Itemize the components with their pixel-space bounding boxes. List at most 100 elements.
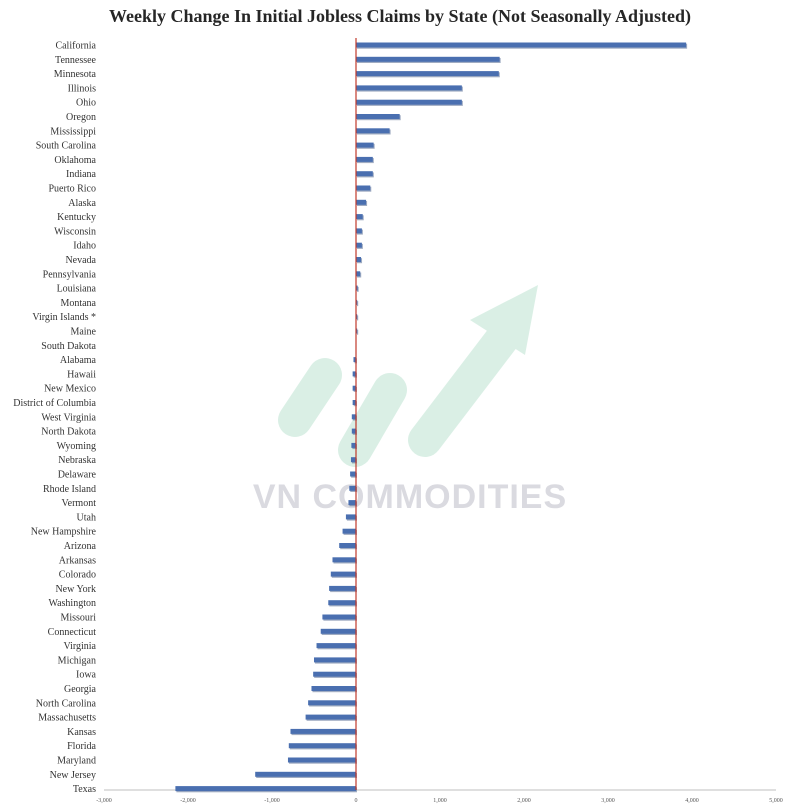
category-label: Vermont <box>62 498 97 509</box>
bar <box>255 771 356 777</box>
bar <box>313 671 356 677</box>
bar <box>290 728 356 734</box>
bar <box>339 543 356 548</box>
bar <box>356 128 390 134</box>
bar <box>322 614 356 620</box>
category-label: Florida <box>67 741 96 752</box>
bar <box>356 199 367 205</box>
category-label: Connecticut <box>48 627 97 638</box>
category-label: South Carolina <box>36 141 97 152</box>
bar <box>356 228 362 234</box>
x-tick-label: 0 <box>355 798 358 804</box>
bar <box>320 628 356 634</box>
bar <box>352 385 356 391</box>
bar <box>356 185 371 191</box>
bar <box>175 786 356 792</box>
category-label: Idaho <box>73 241 96 252</box>
bar <box>352 371 356 377</box>
bar <box>356 71 499 77</box>
category-label: South Dakota <box>41 341 96 352</box>
bar <box>332 557 356 563</box>
category-label: Virgin Islands * <box>32 312 96 323</box>
category-label: Texas <box>73 784 96 795</box>
bar <box>308 700 356 706</box>
bar <box>353 357 356 363</box>
bar <box>356 42 687 48</box>
bar <box>316 643 356 649</box>
x-tick-label: -3,000 <box>96 798 112 804</box>
x-tick-label: 2,000 <box>517 798 531 804</box>
category-label: Wisconsin <box>54 226 96 237</box>
bar <box>314 657 356 663</box>
x-tick-label: 4,000 <box>685 798 699 804</box>
category-label: Minnesota <box>54 69 97 80</box>
bar <box>342 528 356 534</box>
category-label: New York <box>55 584 96 595</box>
bar <box>330 571 356 577</box>
bar <box>356 56 500 62</box>
x-tick-label: -1,000 <box>264 798 280 804</box>
bar <box>328 600 356 606</box>
category-label: Arkansas <box>59 555 96 566</box>
bar <box>351 428 356 434</box>
category-label: New Jersey <box>50 770 96 781</box>
bar <box>356 257 362 262</box>
bar <box>356 156 373 162</box>
category-label: District of Columbia <box>13 398 96 409</box>
bar-shadow <box>357 315 359 321</box>
category-label: Illinois <box>68 83 96 94</box>
category-label: Mississippi <box>50 126 96 137</box>
bar <box>288 743 356 749</box>
category-label: Georgia <box>64 684 97 695</box>
bar <box>356 242 362 248</box>
category-label: Missouri <box>60 613 96 624</box>
category-label: Tennessee <box>55 55 97 66</box>
bar <box>356 99 462 105</box>
bar <box>305 714 356 720</box>
category-label: California <box>55 41 96 52</box>
category-label: North Dakota <box>41 427 96 438</box>
category-label: Wyoming <box>57 441 96 452</box>
bar-shadow <box>357 286 359 292</box>
category-label: Kansas <box>67 727 96 738</box>
category-label: North Carolina <box>36 698 97 709</box>
category-label: West Virginia <box>41 412 96 423</box>
bar <box>352 400 356 405</box>
category-label: Maryland <box>57 756 96 767</box>
category-label: Hawaii <box>67 369 96 380</box>
bar <box>345 514 356 520</box>
category-label: Alabama <box>60 355 97 366</box>
category-label: Virginia <box>63 641 96 652</box>
bar <box>356 114 400 119</box>
category-label: Oklahoma <box>54 155 96 166</box>
category-label: New Mexico <box>44 384 96 395</box>
category-label: Utah <box>77 512 96 523</box>
bar <box>351 414 356 420</box>
bar <box>348 500 356 506</box>
bar <box>356 142 374 148</box>
category-label: Rhode Island <box>43 484 96 495</box>
chart-title: Weekly Change In Initial Jobless Claims … <box>108 6 692 26</box>
bar-shadow <box>357 329 359 335</box>
x-tick-label: 5,000 <box>769 798 783 804</box>
bar <box>350 457 356 463</box>
x-tick-label: 3,000 <box>601 798 615 804</box>
category-label: Louisiana <box>57 284 97 295</box>
bar <box>329 585 356 591</box>
category-label: Nevada <box>65 255 96 266</box>
category-label: Arizona <box>64 541 97 552</box>
category-label: Michigan <box>58 655 96 666</box>
category-label: Puerto Rico <box>49 184 97 195</box>
category-label: Oregon <box>66 112 96 123</box>
category-label: Nebraska <box>58 455 96 466</box>
x-tick-label: 1,000 <box>433 798 447 804</box>
bar <box>311 686 356 691</box>
bar <box>351 442 356 448</box>
category-label: Alaska <box>68 198 96 209</box>
category-label: Iowa <box>76 670 97 681</box>
category-label: Massachusetts <box>38 713 96 724</box>
bar <box>356 271 361 277</box>
category-label: Colorado <box>59 570 96 581</box>
bar <box>356 171 373 177</box>
